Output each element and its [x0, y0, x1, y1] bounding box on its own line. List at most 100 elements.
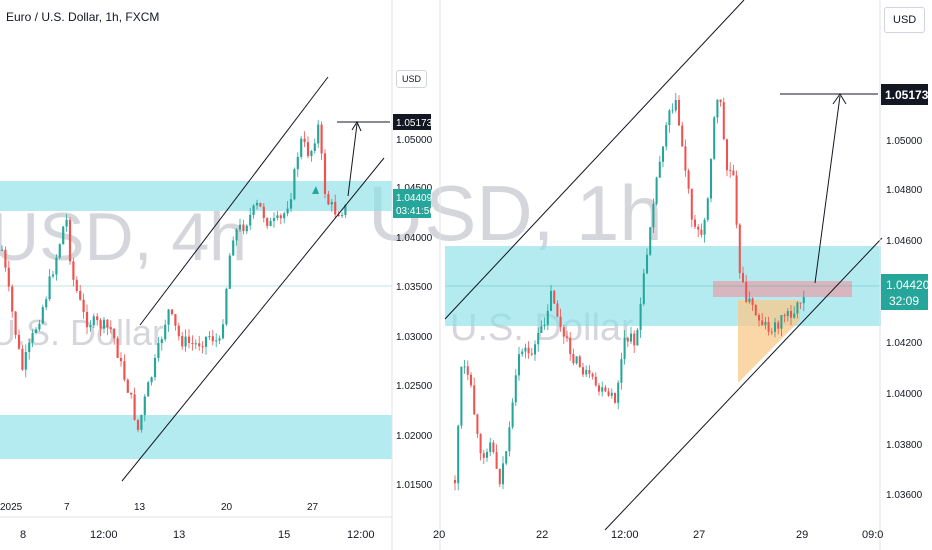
candle-body	[211, 336, 214, 342]
candle-body	[466, 366, 469, 375]
candle-body	[279, 215, 282, 219]
candle-body	[21, 348, 24, 370]
candle-body	[48, 276, 51, 300]
candle-body	[783, 315, 786, 317]
right-x-tick: 12:00	[611, 529, 639, 541]
candle-body	[751, 298, 754, 306]
right-channel-lower	[604, 237, 883, 531]
candle-body	[626, 337, 629, 342]
left-x-minor-tick: 20	[221, 502, 233, 513]
candle-body	[677, 99, 681, 126]
left-candles	[0, 120, 347, 433]
candle-body	[661, 146, 665, 162]
candle-body	[102, 319, 106, 329]
candle-body	[160, 339, 163, 344]
right-y-tick: 1.03800	[886, 440, 923, 451]
left-x-minor-tick: 13	[134, 502, 146, 513]
left-x-minor-tick: 2025	[0, 502, 23, 513]
left-y-axis: 1.05000 1.04500 1.04000 1.03500 1.03000 …	[396, 135, 433, 491]
candle-body	[126, 379, 129, 393]
candle-body	[725, 139, 729, 171]
candle-body	[735, 175, 738, 225]
candle-body	[106, 319, 109, 328]
candle-body	[337, 214, 340, 217]
candle-body	[610, 392, 613, 396]
candle-body	[68, 219, 72, 262]
candle-body	[796, 302, 799, 314]
candle-body	[204, 336, 208, 347]
candle-body	[501, 463, 505, 485]
candle-body	[164, 324, 167, 340]
left-signal-marker	[312, 186, 319, 194]
candle-body	[306, 142, 310, 157]
candle-body	[157, 343, 160, 359]
candle-body	[0, 249, 4, 251]
candle-body	[266, 218, 269, 226]
candle-body	[642, 273, 645, 304]
candle-body	[482, 453, 485, 458]
candle-body	[317, 124, 320, 144]
candle-body	[655, 177, 658, 204]
candle-body	[276, 215, 279, 219]
candle-body	[174, 314, 177, 326]
candle-body	[153, 358, 157, 378]
candle-body	[460, 366, 463, 426]
candle-body	[133, 394, 136, 420]
candle-body	[303, 138, 306, 143]
left-y-tick: 1.03000	[396, 332, 433, 343]
candle-body	[310, 150, 313, 157]
candle-body	[591, 373, 594, 377]
right-x-tick: 29	[796, 529, 808, 541]
candle-body	[147, 382, 150, 397]
candle-body	[75, 279, 78, 291]
candle-body	[687, 170, 690, 189]
candle-body	[255, 202, 259, 206]
candle-body	[201, 346, 204, 348]
candle-body	[218, 338, 221, 341]
candle-body	[546, 310, 549, 325]
candle-body	[607, 391, 610, 396]
candle-body	[323, 153, 327, 195]
candle-body	[495, 452, 498, 469]
candle-body	[252, 205, 255, 215]
candle-body	[123, 361, 126, 380]
candle-body	[313, 143, 316, 151]
candle-body	[745, 282, 748, 302]
candle-body	[99, 320, 102, 329]
left-y-tick: 1.04500	[396, 183, 433, 194]
candle-body	[594, 376, 597, 386]
candle-body	[581, 367, 585, 375]
candle-body	[457, 425, 460, 484]
candle-body	[11, 286, 14, 312]
left-currency-button[interactable]: USD	[396, 70, 428, 88]
candle-body	[327, 194, 330, 205]
candle-body	[764, 321, 767, 326]
candle-body	[334, 201, 337, 215]
right-projection-arrow	[814, 95, 841, 284]
right-currency-button[interactable]: USD	[884, 7, 926, 33]
candle-body	[85, 311, 89, 328]
candle-body	[802, 296, 805, 304]
candle-body	[286, 208, 289, 214]
candle-body	[14, 311, 17, 335]
candle-body	[521, 351, 524, 355]
candle-body	[498, 468, 501, 485]
candle-body	[652, 203, 655, 228]
candle-body	[681, 125, 684, 147]
candle-body	[505, 451, 508, 464]
candle-body	[613, 392, 617, 403]
candle-body	[700, 229, 703, 235]
candle-body	[588, 370, 591, 374]
candle-body	[51, 274, 55, 277]
candle-body	[198, 343, 201, 347]
candle-body	[31, 333, 34, 343]
left-projection-arrow	[347, 123, 358, 197]
candle-body	[540, 326, 543, 333]
candle-body	[757, 315, 761, 321]
candle-body	[690, 188, 693, 220]
candle-body	[578, 356, 581, 368]
candle-body	[28, 342, 31, 353]
right-x-tick: 22	[536, 529, 548, 541]
candle-body	[89, 325, 92, 328]
